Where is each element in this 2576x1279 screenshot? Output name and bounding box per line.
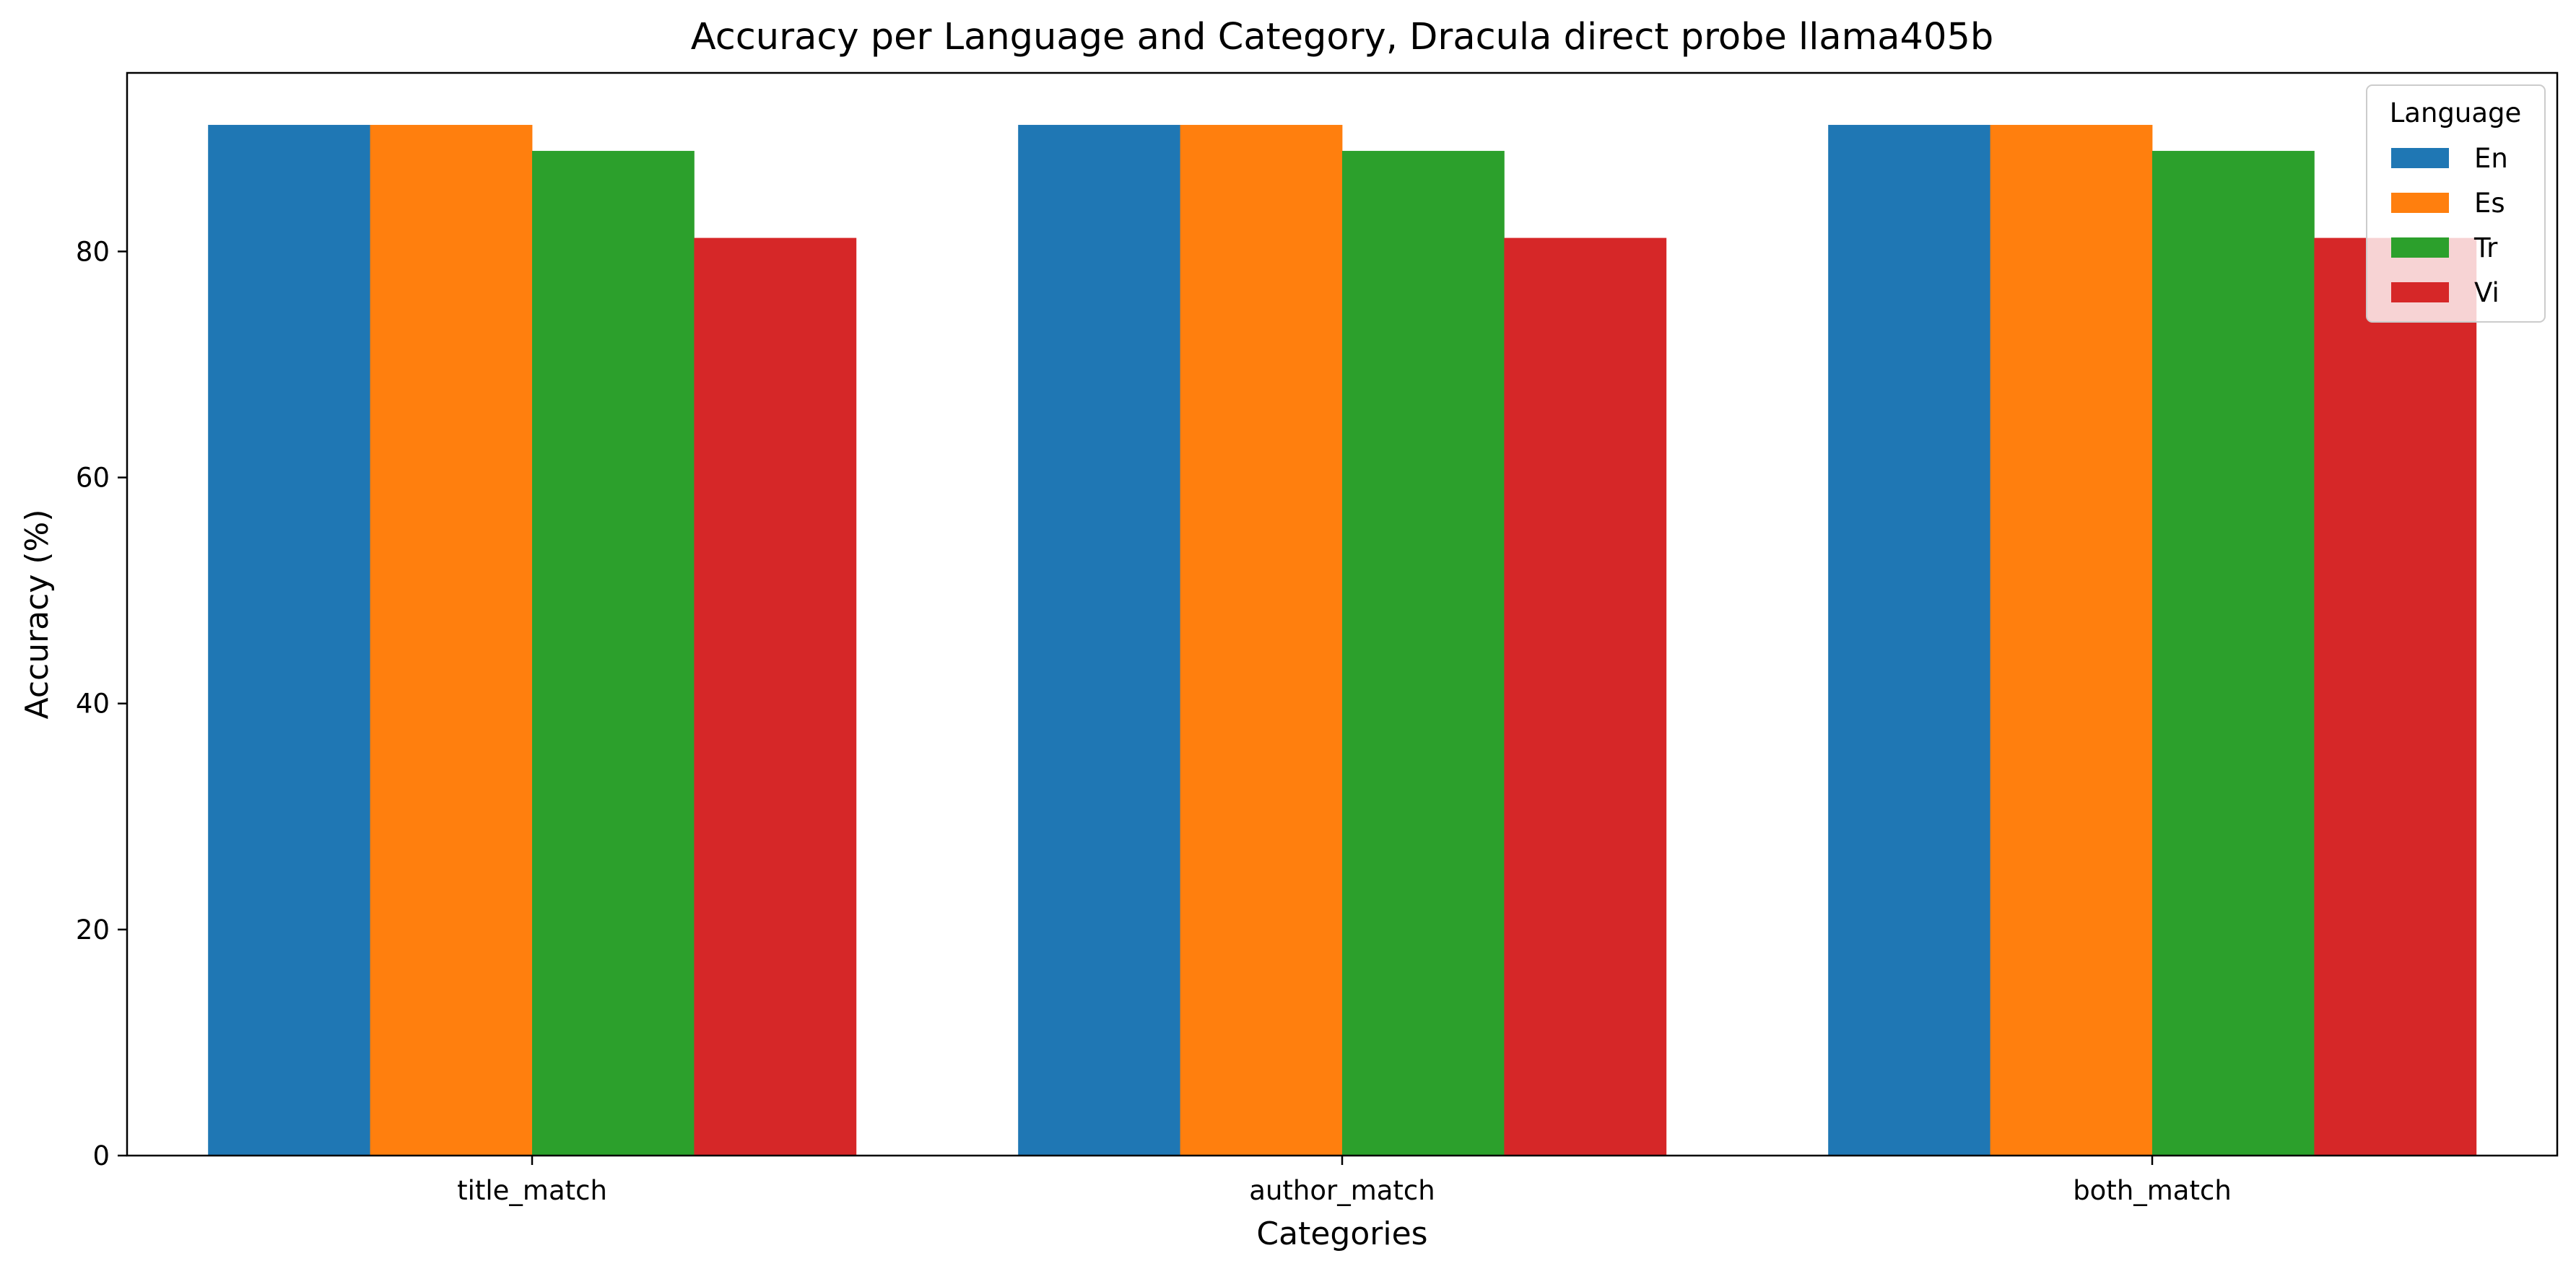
x-axis-label: Categories: [1256, 1215, 1427, 1252]
legend-label-vi: Vi: [2474, 277, 2499, 308]
bar-es-title-match: [370, 125, 533, 1156]
bar-vi-title-match: [694, 237, 857, 1156]
legend-label-es: Es: [2474, 188, 2505, 219]
y-tick-label: 80: [76, 236, 110, 267]
y-axis: 0 20 40 60 80: [76, 236, 127, 1171]
x-tick-label: title_match: [457, 1175, 607, 1206]
bar-tr-both-match: [2152, 151, 2315, 1156]
x-tick-label: author_match: [1249, 1175, 1435, 1206]
legend: Language En Es Tr Vi: [2366, 84, 2546, 323]
bar-es-author-match: [1180, 125, 1343, 1156]
y-tick-label: 20: [76, 914, 110, 946]
y-axis-label: Accuracy (%): [19, 509, 56, 719]
x-axis: title_match author_match both_match: [457, 1156, 2232, 1206]
legend-swatch-vi: [2391, 282, 2449, 302]
chart-title: Accuracy per Language and Category, Drac…: [691, 16, 1994, 58]
bar-es-both-match: [1990, 125, 2153, 1156]
bar-tr-author-match: [1342, 151, 1505, 1156]
legend-frame: [2366, 84, 2546, 323]
legend-items: En Es Tr Vi: [2391, 143, 2508, 308]
y-tick-label: 60: [76, 463, 110, 494]
legend-swatch-tr: [2391, 237, 2449, 258]
bar-tr-title-match: [532, 151, 695, 1156]
x-tick-label: both_match: [2073, 1175, 2232, 1206]
bar-vi-both-match: [2314, 237, 2477, 1156]
legend-title: Language: [2390, 97, 2522, 128]
y-tick-label: 0: [92, 1140, 110, 1171]
bar-en-author-match: [1018, 125, 1180, 1156]
y-tick-label: 40: [76, 689, 110, 720]
bar-vi-author-match: [1504, 237, 1667, 1156]
legend-swatch-es: [2391, 193, 2449, 213]
bar-en-title-match: [208, 125, 370, 1156]
legend-label-en: En: [2474, 143, 2508, 174]
axes-frame: [126, 71, 2559, 1157]
bar-en-both-match: [1828, 125, 1990, 1156]
bars: [208, 125, 2477, 1156]
legend-swatch-en: [2391, 148, 2449, 168]
legend-label-tr: Tr: [2473, 232, 2498, 263]
